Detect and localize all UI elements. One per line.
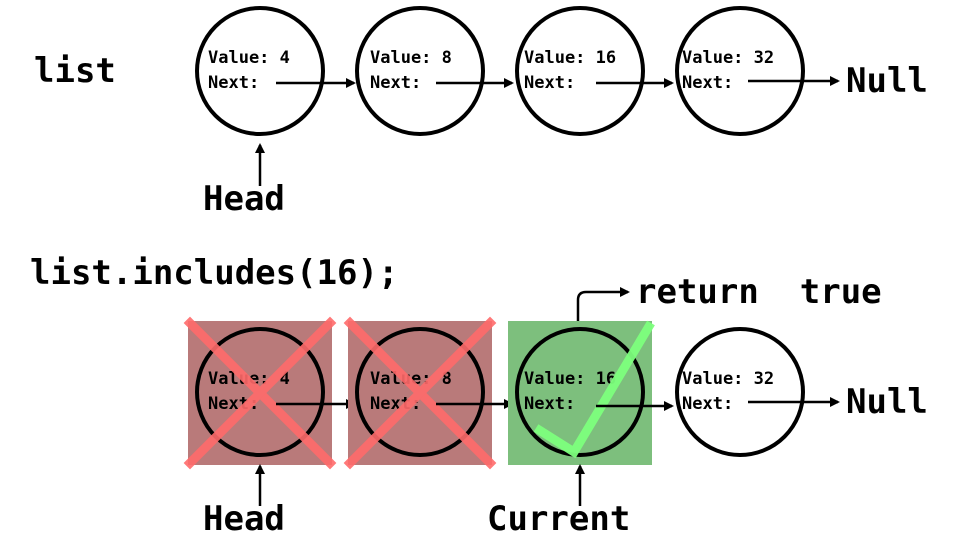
return-arrow xyxy=(576,287,630,322)
node-value-label: Value: 16 xyxy=(524,369,616,389)
head-label: Head xyxy=(203,499,285,539)
bottom-node-4: Value: 32 Next: xyxy=(675,327,805,457)
node-circle xyxy=(515,6,645,136)
node-value-label: Value: 4 xyxy=(208,48,290,68)
null-terminator-label: Null xyxy=(846,61,928,101)
cross-mark-icon xyxy=(343,316,497,470)
head-label: Head xyxy=(203,179,285,219)
node-circle xyxy=(355,327,485,457)
node-circle xyxy=(675,6,805,136)
top-node-3: Value: 16 Next: xyxy=(515,6,645,136)
node-next-label: Next: xyxy=(682,394,733,414)
checkmark-icon xyxy=(533,320,655,459)
top-node-2: Value: 8 Next: xyxy=(355,6,485,136)
top-node-1: Value: 4 Next: xyxy=(195,6,325,136)
node-circle xyxy=(515,327,645,457)
current-label: Current xyxy=(487,499,630,539)
cross-mark-icon xyxy=(183,316,337,470)
node-circle xyxy=(195,327,325,457)
bottom-node-3: Value: 16 Next: xyxy=(508,320,655,465)
node-circle xyxy=(355,6,485,136)
null-terminator-label: Null xyxy=(846,382,928,422)
node-value-label: Value: 32 xyxy=(682,48,774,68)
node-next-label: Next: xyxy=(370,73,421,93)
bottom-node-2: Value: 8 Next: xyxy=(343,316,497,470)
return-value-label: return true xyxy=(636,272,882,312)
node-circle xyxy=(675,327,805,457)
includes-call-label: list.includes(16); xyxy=(30,253,398,293)
node-next-label: Next: xyxy=(524,394,575,414)
node-circle xyxy=(195,6,325,136)
node-next-label: Next: xyxy=(208,73,259,93)
node-value-label: Value: 8 xyxy=(370,48,452,68)
bottom-node-1: Value: 4 Next: xyxy=(183,316,337,470)
top-node-4: Value: 32 Next: xyxy=(675,6,805,136)
node-next-label: Next: xyxy=(682,73,733,93)
list-variable-label: list xyxy=(34,51,116,91)
node-value-label: Value: 16 xyxy=(524,48,616,68)
node-value-label: Value: 32 xyxy=(682,369,774,389)
node-next-label: Next: xyxy=(524,73,575,93)
